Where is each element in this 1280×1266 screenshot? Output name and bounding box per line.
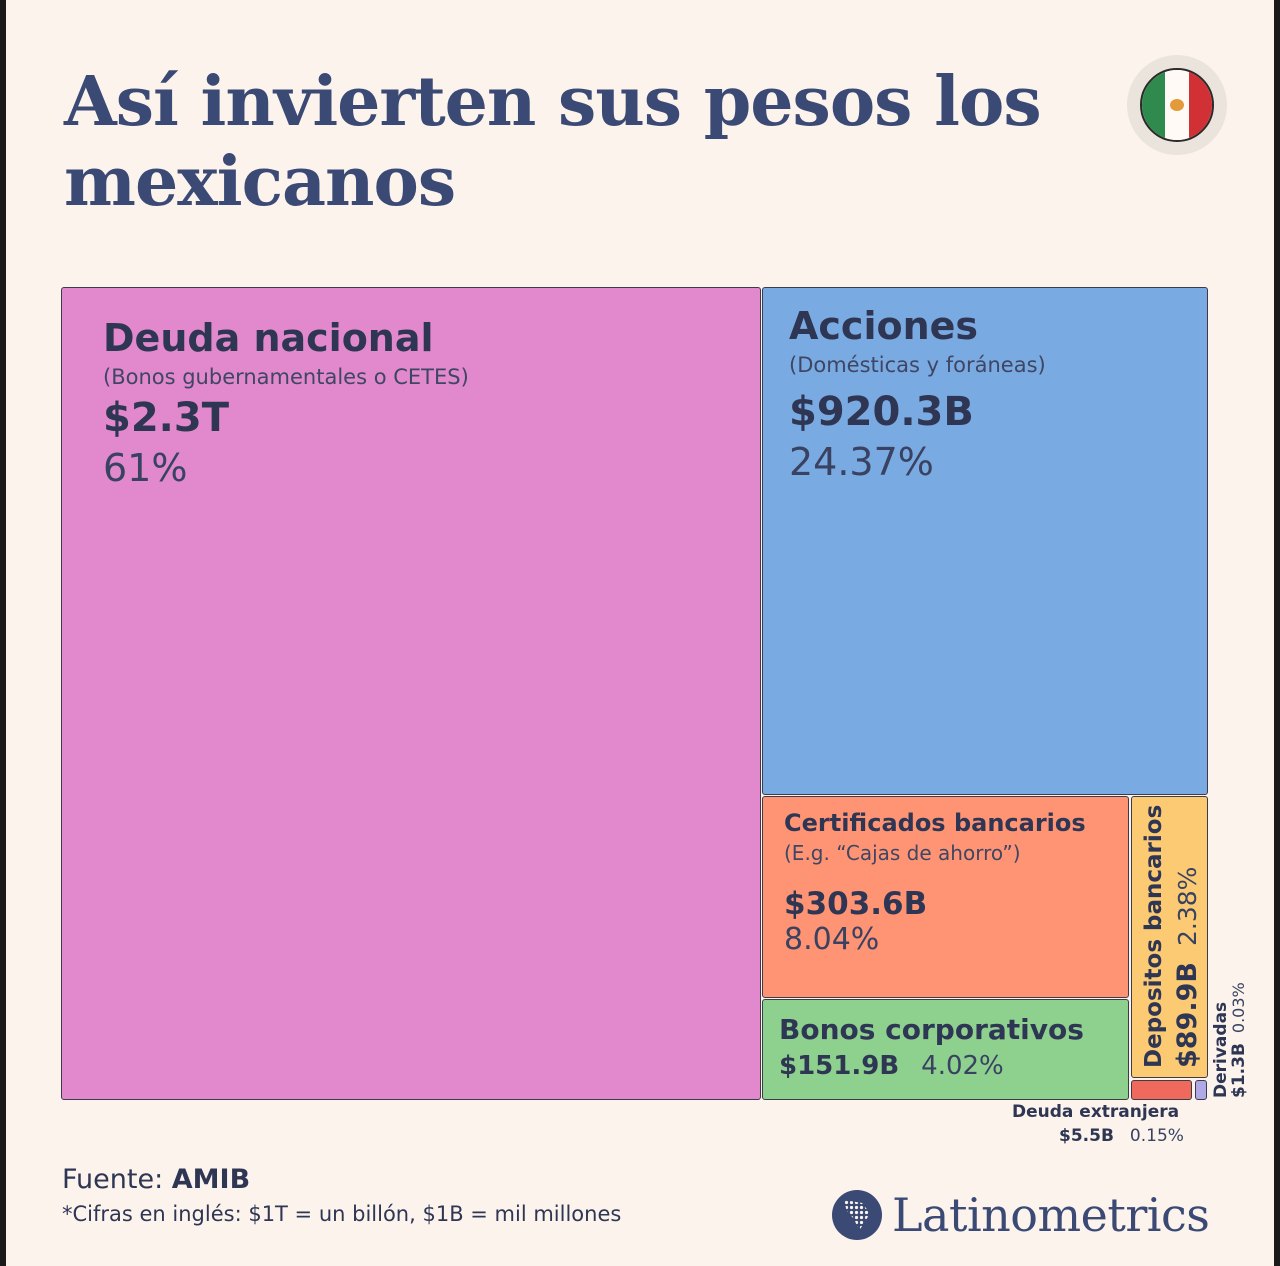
brand-name: Latinometrics: [892, 1188, 1210, 1242]
mexico-flag-icon: [1140, 68, 1214, 142]
tile-label-derivadas: Derivadas: [1211, 1001, 1231, 1098]
tile-label-bonos-corporativos: Bonos corporativos: [779, 1013, 1084, 1046]
tile-values-bonos-corporativos: $151.9B 4.02%: [779, 1050, 1004, 1082]
latin-america-dotted-map-icon: [832, 1190, 882, 1240]
tile-percent-deuda-nacional: 61%: [103, 446, 188, 490]
treemap-tile-bonos-corporativos: [762, 999, 1129, 1100]
tile-subtitle-acciones: (Domésticas y foráneas): [789, 353, 1046, 377]
tile-label-certificados-bancarios: Certificados bancarios: [784, 809, 1086, 837]
tile-value-bonos-corporativos: $151.9B: [779, 1051, 900, 1081]
source-line: Fuente: AMIB: [62, 1164, 250, 1195]
footnote: *Cifras en inglés: $1T = un billón, $1B …: [62, 1202, 622, 1226]
tile-value-deuda-nacional: $2.3T: [103, 395, 229, 441]
tile-label-deuda-nacional: Deuda nacional: [103, 316, 434, 360]
flag-badge: [1127, 55, 1227, 155]
source-name: AMIB: [171, 1164, 251, 1195]
infographic-page: Así invierten sus pesos los mexicanos De…: [6, 0, 1274, 1266]
tile-values-derivadas: $1.3B 0.03%: [1229, 982, 1249, 1098]
tile-label-deuda-extranjera: Deuda extranjera: [1012, 1102, 1180, 1122]
tile-percent-depositos-bancarios: 2.38%: [1173, 866, 1202, 947]
tile-percent-bonos-corporativos: 4.02%: [921, 1051, 1004, 1081]
treemap-chart: Deuda nacional (Bonos gubernamentales o …: [6, 0, 1274, 1266]
tile-value-deuda-extranjera: $5.5B: [1059, 1126, 1114, 1146]
tile-subtitle-certificados-bancarios: (E.g. “Cajas de ahorro”): [784, 841, 1021, 865]
tile-values-deuda-extranjera: $5.5B 0.15%: [1059, 1126, 1184, 1146]
tile-subtitle-deuda-nacional: (Bonos gubernamentales o CETES): [103, 365, 469, 389]
tile-value-acciones: $920.3B: [789, 389, 974, 435]
brand-logo: Latinometrics: [832, 1185, 1210, 1245]
treemap-tile-certificados-bancarios: [762, 796, 1129, 998]
treemap-tile-acciones: [762, 287, 1208, 795]
treemap-tile-depositos-bancarios: [1131, 796, 1208, 1078]
tile-label-acciones: Acciones: [789, 304, 979, 348]
tile-percent-certificados-bancarios: 8.04%: [784, 922, 880, 957]
tile-percent-derivadas: 0.03%: [1229, 982, 1248, 1034]
source-prefix: Fuente:: [62, 1164, 172, 1195]
treemap-tile-deuda-nacional: [61, 287, 761, 1100]
tile-label-depositos-bancarios: Depositos bancarios: [1141, 804, 1167, 1068]
page-title: Así invierten sus pesos los mexicanos: [64, 62, 1042, 222]
tile-value-depositos-bancarios: $89.9B: [1172, 962, 1203, 1068]
tile-percent-acciones: 24.37%: [789, 440, 934, 484]
tile-percent-deuda-extranjera: 0.15%: [1129, 1126, 1184, 1146]
tile-value-certificados-bancarios: $303.6B: [784, 886, 928, 922]
tile-values-depositos-bancarios: $89.9B 2.38%: [1172, 867, 1203, 1068]
treemap-tile-derivadas: [1195, 1080, 1207, 1100]
tile-value-derivadas: $1.3B: [1229, 1043, 1249, 1098]
treemap-tile-deuda-extranjera: [1131, 1080, 1192, 1100]
